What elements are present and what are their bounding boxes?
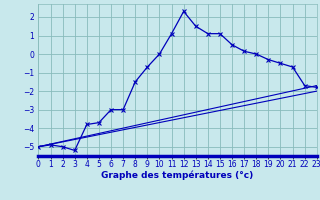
X-axis label: Graphe des températures (°c): Graphe des températures (°c) [101,171,254,180]
